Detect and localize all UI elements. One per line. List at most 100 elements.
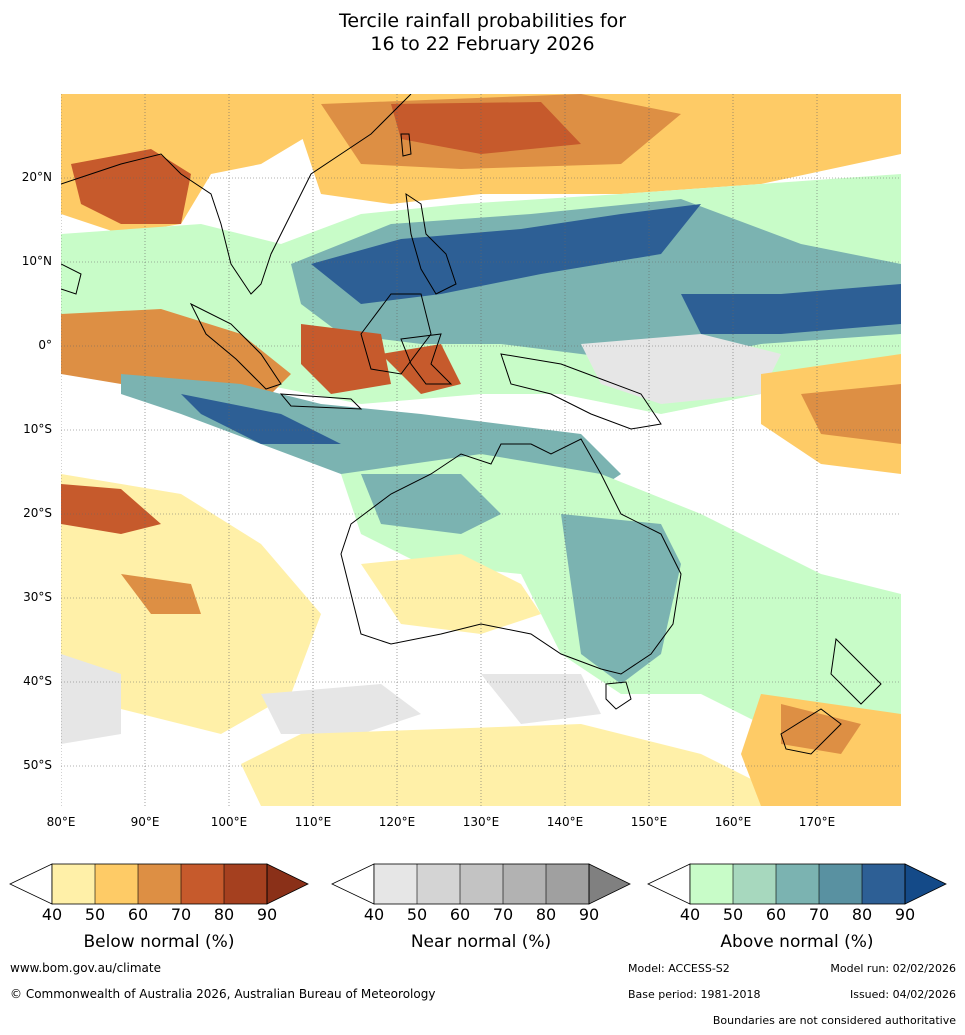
below-normal-region — [121, 574, 201, 614]
above-normal-region — [181, 394, 341, 444]
below-normal-region — [361, 554, 541, 634]
colorbar-below-swatch-0 — [52, 864, 95, 904]
above-normal-region — [361, 474, 501, 534]
lon-label-80e: 80°E — [46, 815, 76, 829]
taiwan-coastline — [400, 133, 412, 157]
colorbar-below-swatch-3 — [181, 864, 224, 904]
lat-label-40s: 40°S — [23, 674, 52, 688]
tick-label: 40 — [679, 905, 701, 924]
below-normal-region — [71, 149, 191, 224]
philippines-coastline — [405, 192, 457, 295]
colorbar-above-swatch-2 — [776, 864, 819, 904]
lon-label-120e: 120°E — [378, 815, 416, 829]
india-coastline — [61, 263, 82, 295]
colorbar-near-swatch-1 — [417, 864, 460, 904]
colorbar-near-title: Near normal (%) — [410, 932, 552, 952]
map-graphic — [61, 94, 901, 806]
colorbar-above-swatch-0 — [690, 864, 733, 904]
colorbar-below-title: Below normal (%) — [83, 932, 235, 952]
lat-label-30s: 30°S — [23, 590, 52, 604]
above-normal-region — [681, 284, 901, 334]
footer-model-run: Model run: 02/02/2026 — [830, 962, 956, 975]
near-normal-region — [581, 334, 781, 404]
colorbar-near-swatch-3 — [503, 864, 546, 904]
below-normal-region — [241, 724, 781, 806]
tick-label: 80 — [851, 905, 873, 924]
near-normal-region — [61, 654, 121, 744]
graticule — [61, 94, 901, 806]
colorbar-below-swatch-1 — [95, 864, 138, 904]
colorbar-below-normal — [9, 863, 309, 905]
tick-label: 80 — [213, 905, 235, 924]
lon-label-100e: 100°E — [210, 815, 248, 829]
australia-coastline — [340, 438, 682, 675]
below-normal-region — [801, 384, 901, 444]
lon-label-130e: 130°E — [462, 815, 500, 829]
title-line-1: Tercile rainfall probabilities for — [338, 10, 627, 32]
tasmania-coastline — [605, 681, 632, 710]
footer-issued: Issued: 04/02/2026 — [849, 988, 956, 1001]
colorbar-above-title: Above normal (%) — [720, 932, 874, 952]
colorbar-near-swatch-2 — [460, 864, 503, 904]
tick-label: 40 — [363, 905, 385, 924]
tick-label: 50 — [406, 905, 428, 924]
tick-label: 40 — [41, 905, 63, 924]
lat-label-10s: 10°S — [23, 422, 52, 436]
sulawesi-coastline — [400, 333, 453, 385]
map-title: Tercile rainfall probabilities for 16 to… — [0, 10, 965, 56]
lat-label-50s: 50°S — [23, 758, 52, 772]
lat-label-10n: 10°N — [21, 254, 52, 268]
sumatra-coastline — [189, 302, 282, 390]
below-normal-region — [391, 102, 581, 154]
below-normal-region — [301, 324, 391, 394]
borneo-coastline — [360, 293, 432, 375]
tick-label: 90 — [578, 905, 600, 924]
tick-label: 70 — [170, 905, 192, 924]
footer-model: Model: ACCESS-S2 — [628, 962, 730, 975]
below-normal-region — [781, 704, 861, 754]
footer-base-period: Base period: 1981-2018 — [628, 988, 761, 1001]
lon-label-110e: 110°E — [294, 815, 332, 829]
colorbar-below-swatch-4 — [224, 864, 267, 904]
asia-coastline — [61, 94, 412, 295]
tick-label: 60 — [127, 905, 149, 924]
lat-label-20s: 20°S — [23, 506, 52, 520]
lat-label-20n: 20°N — [21, 170, 52, 184]
tick-label: 70 — [808, 905, 830, 924]
tick-label: 80 — [535, 905, 557, 924]
footer-disclaimer: Boundaries are not considered authoritat… — [712, 1014, 956, 1027]
below-normal-region — [381, 344, 461, 394]
new-guinea-coastline — [500, 353, 662, 430]
tick-label: 50 — [84, 905, 106, 924]
colorbar-near-swatch-4 — [546, 864, 589, 904]
colorbar-above-normal — [647, 863, 947, 905]
near-normal-region — [261, 684, 421, 734]
new-zealand-coastline — [780, 708, 842, 755]
colorbar-above-swatch-1 — [733, 864, 776, 904]
footer-url: www.bom.gov.au/climate — [10, 961, 161, 975]
lon-label-90e: 90°E — [130, 815, 160, 829]
tick-label: 60 — [765, 905, 787, 924]
lon-label-140e: 140°E — [546, 815, 584, 829]
colorbar-above-swatch-3 — [819, 864, 862, 904]
tick-label: 90 — [256, 905, 278, 924]
tick-label: 50 — [722, 905, 744, 924]
near-normal-region — [481, 674, 601, 724]
above-normal-region — [561, 514, 681, 684]
colorbar-near-normal — [331, 863, 631, 905]
tick-label: 70 — [492, 905, 514, 924]
colorbar-above-swatch-4 — [862, 864, 905, 904]
colorbar-below-swatch-2 — [138, 864, 181, 904]
footer-copyright: © Commonwealth of Australia 2026, Austra… — [10, 987, 436, 1001]
java-coastline — [279, 393, 363, 410]
tick-label: 60 — [449, 905, 471, 924]
forecast-map — [61, 94, 901, 806]
below-normal-region — [61, 309, 291, 394]
colorbar-near-swatch-0 — [374, 864, 417, 904]
new-zealand-coastline — [830, 637, 882, 705]
lon-label-160e: 160°E — [714, 815, 752, 829]
lat-label-0: 0° — [38, 338, 52, 352]
below-normal-region — [61, 484, 161, 534]
tick-label: 90 — [894, 905, 916, 924]
title-line-2: 16 to 22 February 2026 — [370, 33, 595, 55]
